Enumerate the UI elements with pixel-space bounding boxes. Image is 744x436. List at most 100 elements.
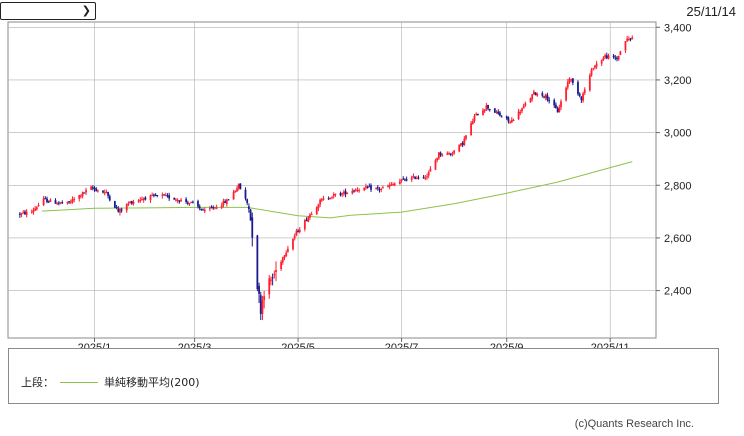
candle-body xyxy=(215,207,218,209)
candle-body xyxy=(203,209,206,212)
candle-body xyxy=(315,207,318,214)
candle-body xyxy=(57,202,60,204)
candle-body xyxy=(497,111,500,114)
candle-body xyxy=(132,201,135,204)
candle-body xyxy=(422,176,425,178)
candle-body xyxy=(227,199,230,201)
candle-body xyxy=(461,142,464,145)
candle-body xyxy=(358,190,361,192)
period-select[interactable]: ❯ xyxy=(0,2,96,20)
candle-body xyxy=(200,208,203,211)
candle-body xyxy=(73,198,76,200)
candle-body xyxy=(404,179,406,181)
candle-body xyxy=(105,191,108,193)
candle-body xyxy=(366,187,369,189)
candle-body xyxy=(103,192,106,194)
legend-ma-swatch xyxy=(60,381,98,383)
candle-body xyxy=(519,112,522,114)
candle-body xyxy=(281,257,284,263)
candle-body xyxy=(176,199,179,201)
candle-body xyxy=(61,202,64,204)
candle-body xyxy=(190,202,193,204)
candle-body xyxy=(261,300,264,314)
candle-body xyxy=(164,195,167,197)
candle-body xyxy=(271,277,274,279)
y-tick-label: 3,400 xyxy=(664,22,692,34)
y-tick-label: 2,800 xyxy=(664,180,692,192)
candle-body xyxy=(180,199,182,202)
candle-body xyxy=(225,199,228,205)
candle-body xyxy=(592,68,595,70)
candle-body xyxy=(286,248,289,252)
candle-body xyxy=(35,207,38,210)
candle-body xyxy=(436,157,439,161)
candle-body xyxy=(512,119,515,121)
candle-body xyxy=(120,209,123,211)
candle-body xyxy=(344,191,347,195)
candle-body xyxy=(156,195,159,197)
candle-body xyxy=(37,204,40,207)
y-tick-label: 2,600 xyxy=(664,233,692,245)
candle-body xyxy=(393,183,396,186)
candle-body xyxy=(353,190,355,192)
candle-body xyxy=(619,51,622,56)
candle-body xyxy=(251,217,254,238)
candle-body xyxy=(412,176,415,178)
candle-body xyxy=(44,198,47,200)
candle-body xyxy=(49,199,52,202)
candle-body xyxy=(292,238,294,250)
candle-body xyxy=(24,211,26,215)
candle-body xyxy=(451,153,454,155)
candle-body xyxy=(320,199,323,201)
candle-body xyxy=(424,177,427,179)
candle-body xyxy=(483,109,486,112)
candle-body xyxy=(458,144,461,152)
candle-body xyxy=(505,116,508,119)
legend-ma-label: 単純移動平均(200) xyxy=(104,376,200,389)
candle-body xyxy=(546,95,549,100)
candle-body xyxy=(590,69,593,76)
candle-body xyxy=(507,117,510,122)
candle-body xyxy=(119,208,121,213)
candle-body xyxy=(570,79,573,81)
candle-body xyxy=(398,181,401,185)
candle-body xyxy=(470,123,472,136)
candle-body xyxy=(553,100,556,106)
candle-body xyxy=(168,195,171,199)
candle-body xyxy=(600,60,603,64)
candle-body xyxy=(93,187,96,190)
candle-body xyxy=(22,212,25,214)
candle-body xyxy=(577,81,579,94)
candle-body xyxy=(115,207,118,209)
candle-body xyxy=(499,112,501,116)
candle-body xyxy=(387,185,389,187)
y-tick-label: 3,200 xyxy=(664,75,692,87)
candle-body xyxy=(388,185,391,187)
candle-body xyxy=(81,192,84,197)
candle-body xyxy=(90,186,93,190)
candle-body xyxy=(605,55,608,59)
candle-body xyxy=(509,121,512,123)
candle-body xyxy=(244,189,247,199)
candle-body xyxy=(446,152,449,155)
candle-body xyxy=(268,278,271,295)
candle-body xyxy=(246,199,249,203)
candle-body xyxy=(571,78,574,83)
candle-body xyxy=(534,92,537,95)
candle-body xyxy=(342,191,345,194)
candle-body xyxy=(370,185,372,190)
candle-body xyxy=(429,168,432,172)
candle-body xyxy=(322,198,325,200)
candle-body xyxy=(531,94,534,100)
candle-body xyxy=(558,107,561,113)
candle-body xyxy=(471,121,474,125)
candle-body xyxy=(309,214,311,218)
candle-body xyxy=(363,187,366,191)
candle-body xyxy=(529,98,532,103)
candle-body xyxy=(56,203,59,205)
candle-body xyxy=(237,183,240,189)
candle-body xyxy=(460,143,462,146)
candle-body xyxy=(376,187,379,189)
candle-body xyxy=(493,108,496,113)
candle-body xyxy=(175,199,177,201)
